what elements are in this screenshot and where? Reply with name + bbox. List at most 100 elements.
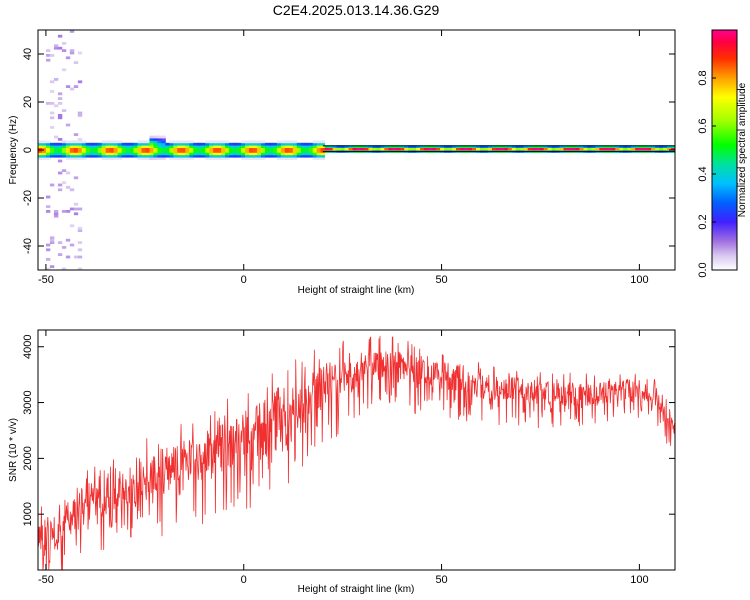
heatmap-cell: [440, 147, 445, 151]
heatmap-cell: [85, 147, 91, 151]
heatmap-cell: [169, 140, 174, 144]
heatmap-cell: [61, 150, 67, 153]
heatmap-cell: [571, 145, 576, 148]
heatmap-cell: [117, 157, 123, 160]
heatmap-cell: [53, 214, 59, 218]
heatmap-cell: [623, 147, 628, 151]
heatmap-cell: [49, 265, 55, 268]
heatmap-cell: [312, 142, 318, 146]
heatmap-cell: [249, 142, 254, 146]
heatmap-cell: [288, 140, 294, 144]
heatmap-cell: [129, 147, 134, 151]
heatmap-cell: [260, 157, 266, 160]
heatmap-cell: [77, 142, 83, 146]
snr-series-line: [38, 335, 675, 570]
heatmap-cell: [256, 142, 262, 146]
heatmap-cell: [53, 46, 59, 50]
heatmap-cell: [57, 114, 63, 117]
heatmap-cell: [69, 142, 75, 146]
heatmap-cell: [181, 157, 186, 160]
heatmap-cell: [133, 142, 138, 146]
heatmap-cell: [292, 157, 298, 160]
heatmap-cell: [69, 243, 75, 247]
heatmap-cell: [479, 147, 485, 151]
x-tick-label: -50: [38, 574, 54, 586]
heatmap-cell: [81, 152, 87, 156]
heatmap-cell: [412, 147, 417, 151]
heatmap-cell: [181, 150, 186, 153]
heatmap-cell: [69, 152, 75, 156]
heatmap-cell: [233, 152, 238, 156]
heatmap-cell: [173, 150, 178, 153]
heatmap-cell: [511, 147, 517, 151]
colorbar: 0.0 0.2 0.4 0.6 0.8 Normalized spectral ampl…: [697, 29, 748, 278]
heatmap-cell: [173, 152, 178, 156]
heatmap-cell: [225, 145, 230, 148]
heatmap-cell: [189, 142, 194, 146]
heatmap-cell: [555, 145, 560, 148]
heatmap-cell: [237, 142, 242, 146]
heatmap-cell: [189, 154, 194, 158]
heatmap-cell: [591, 147, 596, 151]
heatmap-cell: [252, 145, 258, 148]
heatmap-cell: [105, 142, 111, 146]
heatmap-cell: [221, 152, 226, 156]
heatmap-cell: [503, 145, 509, 148]
heatmap-cell: [85, 145, 91, 148]
heatmap-cell: [141, 140, 146, 144]
heatmap-cell: [201, 150, 206, 153]
heatmap-cell: [181, 154, 186, 158]
heatmap-cell: [663, 145, 668, 148]
heatmap-cell: [463, 147, 469, 151]
heatmap-cell: [137, 140, 142, 144]
heatmap-cell: [89, 150, 95, 153]
heatmap-cell: [57, 97, 63, 100]
heatmap-cell: [607, 147, 612, 151]
heatmap-cell: [252, 142, 258, 146]
heatmap-cell: [225, 142, 230, 146]
heatmap-cell: [153, 147, 158, 151]
heatmap-cell: [49, 152, 55, 156]
heatmap-cell: [41, 142, 47, 146]
heatmap-cell: [229, 152, 234, 156]
heatmap-cell: [276, 147, 282, 151]
heatmap-cell: [45, 243, 51, 247]
heatmap-cell: [272, 154, 278, 158]
heatmap-cell: [105, 152, 111, 156]
heatmap-cell: [45, 145, 51, 148]
heatmap-cell: [643, 145, 648, 148]
heatmap-cell: [499, 145, 505, 148]
heatmap-cell: [45, 147, 51, 151]
heatmap-cell: [671, 145, 675, 148]
heatmap-cell: [73, 207, 79, 211]
heatmap-cell: [65, 85, 71, 88]
heatmap-cell: [547, 147, 552, 151]
heatmap-cell: [256, 140, 262, 144]
heatmap-cell: [551, 145, 556, 148]
heatmap-cell: [93, 152, 99, 156]
heatmap-cell: [229, 154, 234, 158]
heatmap-cell: [157, 147, 162, 151]
heatmap-cell: [57, 147, 63, 151]
heatmap-cell: [81, 157, 87, 160]
heatmap-cell: [73, 154, 79, 158]
heatmap-cell: [157, 145, 162, 148]
heatmap-cell: [153, 135, 158, 139]
heatmap-cell: [396, 145, 401, 148]
heatmap-cell: [197, 152, 202, 156]
heatmap-cell: [93, 147, 99, 151]
heatmap-cell: [296, 147, 302, 151]
heatmap-cell: [487, 145, 493, 148]
heatmap-cell: [97, 154, 103, 158]
heatmap-cell: [57, 152, 63, 156]
heatmap-cell: [256, 152, 262, 156]
heatmap-cell: [320, 152, 326, 156]
heatmap-cell: [276, 157, 282, 160]
heatmap-cell: [619, 145, 624, 148]
heatmap-cell: [209, 152, 214, 156]
heatmap-cell: [360, 145, 365, 148]
heatmap-cell: [153, 150, 158, 153]
heatmap-cell: [256, 150, 262, 153]
heatmap-cell: [276, 145, 282, 148]
heatmap-cell: [101, 142, 107, 146]
